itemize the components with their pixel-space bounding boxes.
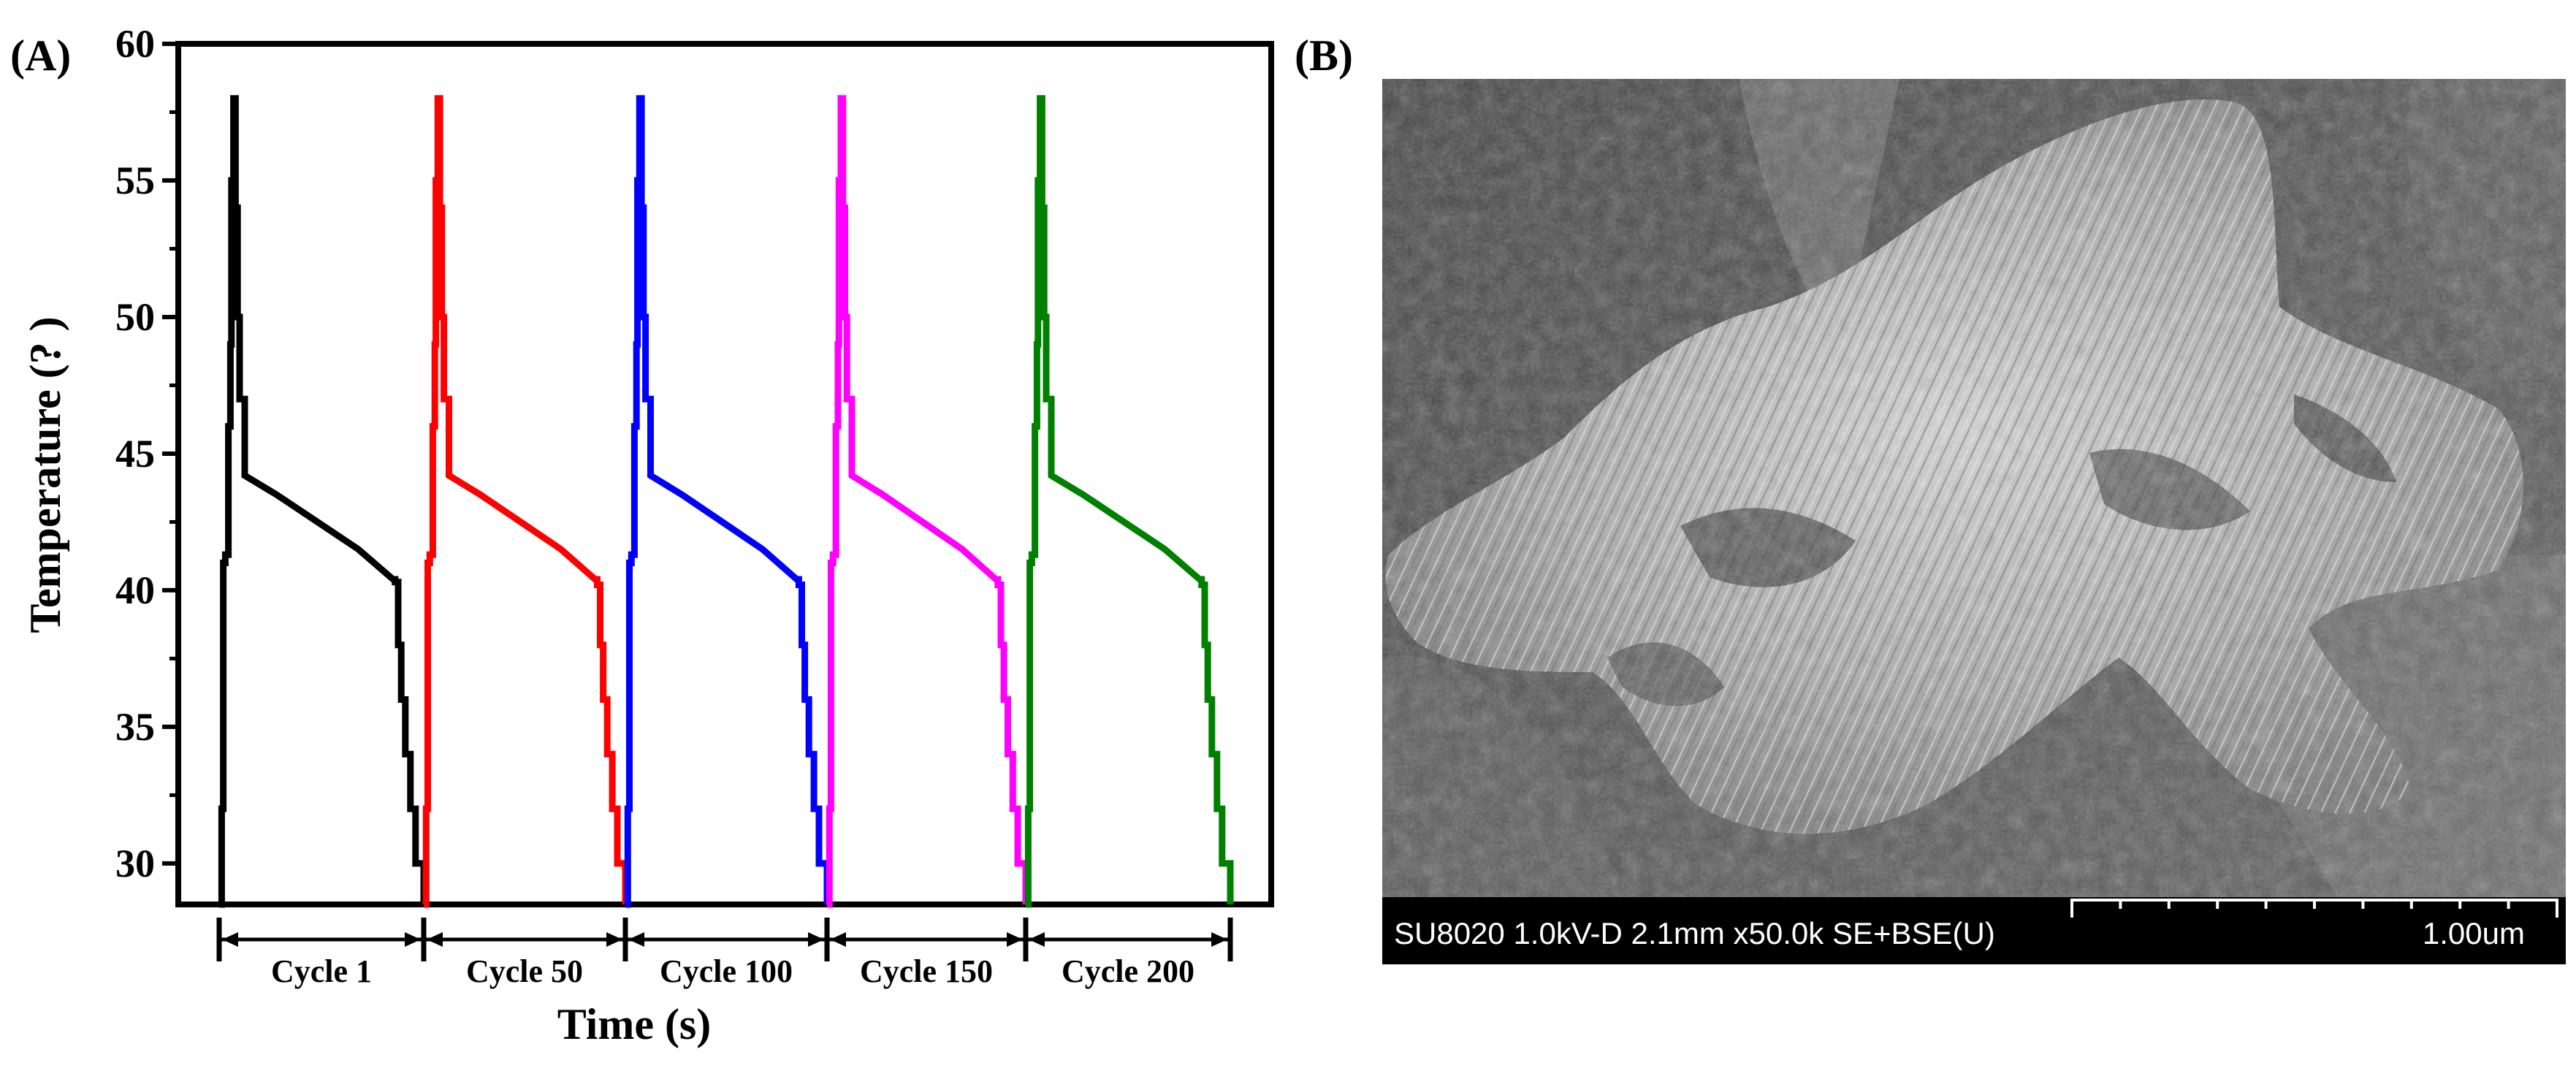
y-axis-title: Temperature (? ) xyxy=(21,316,69,633)
cycle-arrow-right xyxy=(405,932,421,947)
cycle-arrow-right xyxy=(808,932,824,947)
cycle-arrow-left xyxy=(222,932,238,947)
cycle-arrow-left xyxy=(427,932,443,947)
plot-frame xyxy=(175,41,1274,907)
y-tick-label: 50 xyxy=(115,295,155,339)
y-tick-label: 55 xyxy=(115,159,155,202)
cycle-arrow-right xyxy=(606,932,622,947)
cycle-label: Cycle 100 xyxy=(660,953,793,989)
cycle-label: Cycle 150 xyxy=(860,953,993,989)
series-line-5 xyxy=(1024,95,1234,908)
sem-info-bar xyxy=(1382,897,2566,964)
series-layer xyxy=(218,95,1234,908)
sem-info-text: SU8020 1.0kV-D 2.1mm x50.0k SE+BSE(U) xyxy=(1394,916,1995,950)
y-tick-label: 40 xyxy=(115,568,155,612)
series-line-3 xyxy=(624,95,831,908)
cycle-label: Cycle 50 xyxy=(466,953,583,989)
panel-b-label: (B) xyxy=(1295,31,1353,80)
cycle-label: Cycle 200 xyxy=(1062,953,1194,989)
y-tick-label: 45 xyxy=(115,432,155,476)
y-tick-label: 60 xyxy=(115,22,155,66)
x-axis-title: Time (s) xyxy=(557,1000,712,1048)
series-line-2 xyxy=(422,95,629,908)
series-line-4 xyxy=(826,95,1029,908)
y-tick-label: 35 xyxy=(115,705,155,749)
y-axis: 30 35 40 45 50 55 60 xyxy=(115,22,178,885)
cycle-arrow-left xyxy=(830,932,846,947)
sem-scale-bar xyxy=(2070,899,2558,918)
panel-a-label: (A) xyxy=(10,31,71,80)
cycle-label: Cycle 1 xyxy=(271,953,372,989)
cycle-arrow-right xyxy=(1211,932,1227,947)
sem-micrograph: SU8020 1.0kV-D 2.1mm x50.0k SE+BSE(U) 1.… xyxy=(1382,79,2566,964)
y-tick-label: 30 xyxy=(115,842,155,885)
sem-scale-label: 1.00um xyxy=(2423,916,2525,950)
cycle-segment-axis: Cycle 1 Cycle 50 Cycle 100 Cycle 150 Cycle 2… xyxy=(216,918,1233,989)
cycle-arrow-left xyxy=(628,932,644,947)
cycle-arrow-left xyxy=(1029,932,1045,947)
series-line-1 xyxy=(218,95,427,908)
cycle-arrow-right xyxy=(1007,932,1023,947)
